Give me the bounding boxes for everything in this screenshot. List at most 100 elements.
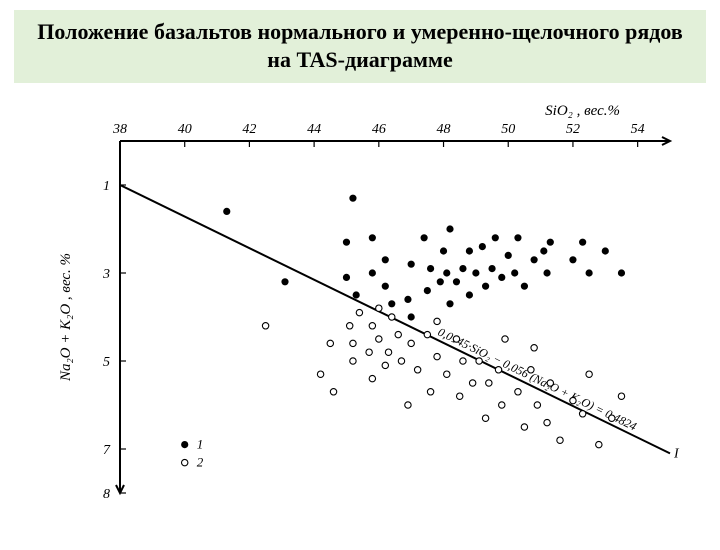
data-point-open	[457, 393, 463, 399]
data-point-filled	[541, 248, 547, 254]
data-point-filled	[618, 270, 624, 276]
data-point-filled	[466, 248, 472, 254]
legend-marker	[182, 441, 188, 447]
x-tick-label: 38	[112, 122, 127, 137]
data-point-filled	[369, 235, 375, 241]
data-point-filled	[521, 283, 527, 289]
data-point-filled	[544, 270, 550, 276]
data-point-filled	[224, 208, 230, 214]
data-point-filled	[531, 257, 537, 263]
data-point-filled	[447, 226, 453, 232]
data-point-open	[330, 389, 336, 395]
data-point-filled	[282, 279, 288, 285]
data-point-open	[534, 402, 540, 408]
data-point-open	[350, 358, 356, 364]
data-point-filled	[479, 243, 485, 249]
data-point-open	[544, 419, 550, 425]
data-point-open	[366, 349, 372, 355]
data-point-filled	[350, 195, 356, 201]
data-point-open	[444, 371, 450, 377]
data-point-open	[369, 323, 375, 329]
data-point-open	[557, 437, 563, 443]
data-point-filled	[343, 274, 349, 280]
data-point-open	[317, 371, 323, 377]
x-tick-label: 40	[178, 122, 192, 137]
data-point-open	[434, 318, 440, 324]
data-point-open	[424, 331, 430, 337]
data-point-open	[376, 336, 382, 342]
title-bar: Положение базальтов нормального и умерен…	[14, 10, 706, 83]
data-point-filled	[586, 270, 592, 276]
data-point-open	[528, 367, 534, 373]
data-point-filled	[447, 301, 453, 307]
x-tick-label: 48	[437, 122, 451, 137]
y-tick-label: 7	[103, 443, 111, 458]
data-point-filled	[440, 248, 446, 254]
data-point-filled	[343, 239, 349, 245]
tas-chart: 384042444648505254SiO₂ , вес.%13578Na₂O …	[30, 93, 690, 513]
data-point-filled	[453, 279, 459, 285]
data-point-open	[350, 340, 356, 346]
data-point-filled	[473, 270, 479, 276]
data-point-filled	[547, 239, 553, 245]
data-point-filled	[466, 292, 472, 298]
x-tick-label: 44	[307, 122, 321, 137]
data-point-filled	[437, 279, 443, 285]
x-tick-label: 52	[566, 122, 580, 137]
data-point-open	[460, 358, 466, 364]
data-point-filled	[602, 248, 608, 254]
data-point-open	[389, 314, 395, 320]
x-tick-label: 46	[372, 122, 386, 137]
data-point-open	[618, 393, 624, 399]
data-point-filled	[512, 270, 518, 276]
data-point-open	[347, 323, 353, 329]
data-point-filled	[369, 270, 375, 276]
data-point-open	[398, 358, 404, 364]
data-point-open	[408, 340, 414, 346]
chart-svg: 384042444648505254SiO₂ , вес.%13578Na₂O …	[30, 93, 690, 513]
data-point-open	[486, 380, 492, 386]
data-point-open	[327, 340, 333, 346]
x-tick-label: 54	[631, 122, 645, 137]
data-point-open	[570, 397, 576, 403]
data-point-filled	[427, 265, 433, 271]
page-title: Положение базальтов нормального и умерен…	[24, 18, 696, 73]
data-point-open	[499, 402, 505, 408]
data-point-open	[376, 305, 382, 311]
data-point-open	[369, 375, 375, 381]
data-point-open	[547, 380, 553, 386]
data-point-filled	[353, 292, 359, 298]
y-tick-label: 5	[103, 355, 110, 370]
y-tick-label: 1	[103, 179, 110, 194]
data-point-open	[579, 411, 585, 417]
data-point-open	[395, 331, 401, 337]
data-point-open	[385, 349, 391, 355]
boundary-end-label: I	[673, 446, 680, 461]
data-point-open	[453, 336, 459, 342]
y-tick-label: 3	[102, 267, 110, 282]
legend-marker	[182, 459, 188, 465]
data-point-filled	[408, 314, 414, 320]
data-point-open	[596, 441, 602, 447]
y-axis-label: Na₂O + K₂O , вес. %	[58, 253, 74, 382]
data-point-open	[262, 323, 268, 329]
data-point-open	[382, 362, 388, 368]
data-point-open	[521, 424, 527, 430]
x-tick-label: 50	[501, 122, 515, 137]
data-point-open	[434, 353, 440, 359]
data-point-filled	[444, 270, 450, 276]
legend-label: 1	[197, 437, 204, 452]
legend-label: 2	[197, 455, 204, 470]
data-point-open	[356, 309, 362, 315]
data-point-open	[482, 415, 488, 421]
data-point-filled	[515, 235, 521, 241]
data-point-filled	[482, 283, 488, 289]
data-point-filled	[460, 265, 466, 271]
data-point-filled	[492, 235, 498, 241]
data-point-open	[414, 367, 420, 373]
boundary-line	[120, 185, 670, 453]
data-point-filled	[382, 257, 388, 263]
data-point-open	[405, 402, 411, 408]
data-point-open	[502, 336, 508, 342]
data-point-filled	[389, 301, 395, 307]
